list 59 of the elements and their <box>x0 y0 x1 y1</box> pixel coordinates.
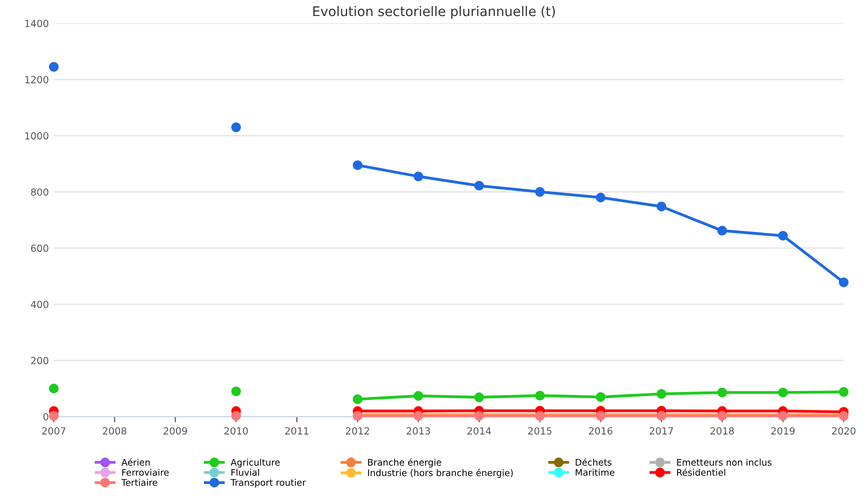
point <box>717 388 728 398</box>
x-tick-label: 2009 <box>164 427 188 435</box>
point <box>656 389 666 399</box>
x-tick-label: 2015 <box>528 427 552 435</box>
y-tick-label: 400 <box>30 300 48 308</box>
x-tick-label: 2014 <box>467 427 491 435</box>
x-tick-label: 2018 <box>710 427 734 435</box>
point <box>838 277 849 288</box>
point <box>596 192 606 202</box>
legend-label: Transport routier <box>230 478 306 488</box>
x-tick-label: 2013 <box>406 427 430 435</box>
legend-label: Branche énergie <box>368 458 442 468</box>
legend-label: Résidentiel <box>677 468 726 476</box>
legend-label: Ferroviaire <box>122 468 169 476</box>
legend-label: Emetteurs non inclus <box>677 458 772 466</box>
x-tick-label: 2008 <box>102 427 126 435</box>
point <box>352 160 362 170</box>
legend-label: Industrie (hors branche énergie) <box>368 468 513 478</box>
y-tick-label: 1200 <box>25 76 48 84</box>
point <box>414 172 424 182</box>
point <box>838 387 849 397</box>
point <box>48 384 59 394</box>
x-tick-label: 2010 <box>224 427 248 435</box>
point <box>352 394 362 404</box>
y-tick-label: 1000 <box>25 132 48 140</box>
x-tick-label: 2019 <box>771 427 795 435</box>
legend-label: Tertiaire <box>121 478 158 486</box>
legend-label: Agriculture <box>230 458 280 468</box>
x-tick-label: 2016 <box>588 427 612 435</box>
point <box>231 122 241 132</box>
point <box>656 202 666 212</box>
point <box>474 392 484 402</box>
point <box>48 62 59 72</box>
y-tick-label: 1400 <box>25 20 48 28</box>
point <box>535 390 545 400</box>
point <box>414 390 424 401</box>
x-tick-label: 2017 <box>650 427 673 435</box>
legend-label: Maritime <box>576 468 614 476</box>
y-tick-label: 0 <box>43 413 48 420</box>
x-tick-label: 2011 <box>285 427 308 435</box>
x-tick-label: 2007 <box>42 427 66 435</box>
point <box>535 187 545 197</box>
point <box>231 386 241 396</box>
point <box>48 410 59 421</box>
legend-label: Fluvial <box>231 468 260 476</box>
point <box>778 388 788 398</box>
point <box>596 392 606 402</box>
point <box>231 410 241 421</box>
legend-label: Déchets <box>576 458 612 466</box>
point <box>717 226 728 236</box>
legend-label: Aérien <box>121 458 150 466</box>
y-tick-label: 800 <box>31 188 48 196</box>
y-tick-label: 200 <box>31 356 48 364</box>
point <box>778 230 788 241</box>
x-tick-label: 2020 <box>832 427 856 435</box>
point <box>474 180 484 191</box>
x-tick-label: 2012 <box>346 427 370 435</box>
y-tick-label: 600 <box>31 244 48 252</box>
chart-title: Evolution sectorielle pluriannuelle (t) <box>313 6 555 19</box>
